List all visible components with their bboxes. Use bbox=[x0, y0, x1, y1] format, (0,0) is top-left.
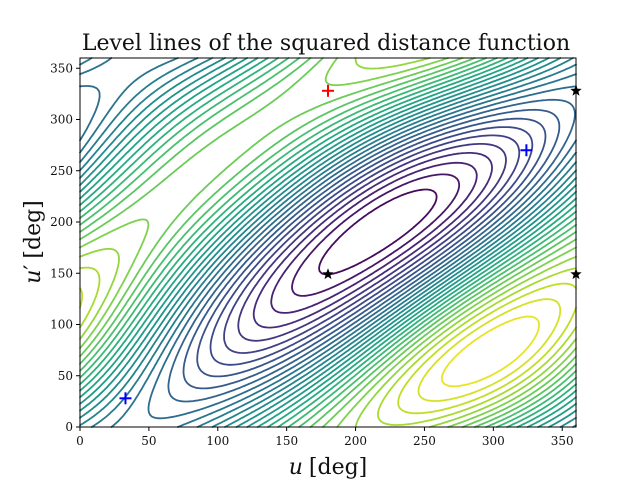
x-tick-label: 150 bbox=[275, 434, 298, 448]
minimum-marker bbox=[119, 392, 132, 405]
x-tick-label: 200 bbox=[344, 434, 367, 448]
x-tick-label: 250 bbox=[413, 434, 436, 448]
x-tick-label: 300 bbox=[482, 434, 505, 448]
x-axis-label-var: u bbox=[289, 455, 303, 480]
x-axis: 0 50 100 150 200 250 300 350 bbox=[76, 427, 574, 448]
contour-level-line bbox=[196, 117, 547, 378]
contour-level-line bbox=[79, 57, 577, 428]
y-axis: 0 50 100 150 200 250 300 350 bbox=[50, 61, 80, 434]
x-axis-label: u [deg] bbox=[289, 455, 368, 480]
y-tick-label: 150 bbox=[50, 266, 73, 280]
contour-level-line bbox=[79, 57, 577, 428]
contour-level-line bbox=[79, 57, 577, 428]
plot-frame bbox=[79, 57, 577, 428]
contour-level-line bbox=[441, 315, 540, 388]
y-axis-label-var: u bbox=[21, 270, 46, 284]
y-axis-label-prime: ′ bbox=[21, 265, 46, 270]
contour-level-line bbox=[79, 266, 577, 426]
y-tick-label: 300 bbox=[50, 113, 73, 127]
y-tick-label: 350 bbox=[50, 61, 73, 75]
contour-level-line bbox=[182, 108, 561, 390]
chart-title: Level lines of the squared distance func… bbox=[82, 31, 570, 56]
contour-level-line bbox=[209, 126, 534, 366]
y-tick-label: 200 bbox=[50, 215, 73, 229]
contour-level-line bbox=[237, 143, 507, 342]
contour-level-line bbox=[318, 188, 438, 276]
contour-level-line bbox=[79, 282, 577, 415]
contour-level-line bbox=[79, 57, 577, 428]
contour-level-line bbox=[79, 57, 577, 428]
y-tick-label: 100 bbox=[50, 318, 73, 332]
y-axis-label-unit: [deg] bbox=[21, 200, 46, 258]
contour-level-line bbox=[223, 134, 521, 354]
y-tick-label: 250 bbox=[50, 164, 73, 178]
contour-level-line bbox=[291, 173, 461, 297]
contour-level-line bbox=[252, 152, 493, 329]
saddle-marker bbox=[322, 268, 334, 280]
contour-lines bbox=[79, 57, 577, 428]
x-tick-label: 50 bbox=[141, 434, 156, 448]
contour-level-line bbox=[417, 298, 562, 402]
y-tick-label: 0 bbox=[65, 420, 73, 434]
contour-level-line bbox=[167, 98, 576, 403]
contour-level-line bbox=[79, 85, 577, 420]
x-tick-label: 350 bbox=[551, 434, 574, 448]
maximum-marker bbox=[322, 84, 334, 97]
y-axis-label: u′ [deg] bbox=[21, 200, 46, 284]
x-tick-label: 100 bbox=[206, 434, 229, 448]
x-tick-label: 0 bbox=[76, 434, 84, 448]
contour-level-line bbox=[270, 161, 478, 314]
y-tick-label: 50 bbox=[58, 369, 73, 383]
x-axis-label-unit: [deg] bbox=[309, 455, 367, 480]
minimum-marker bbox=[520, 144, 533, 157]
